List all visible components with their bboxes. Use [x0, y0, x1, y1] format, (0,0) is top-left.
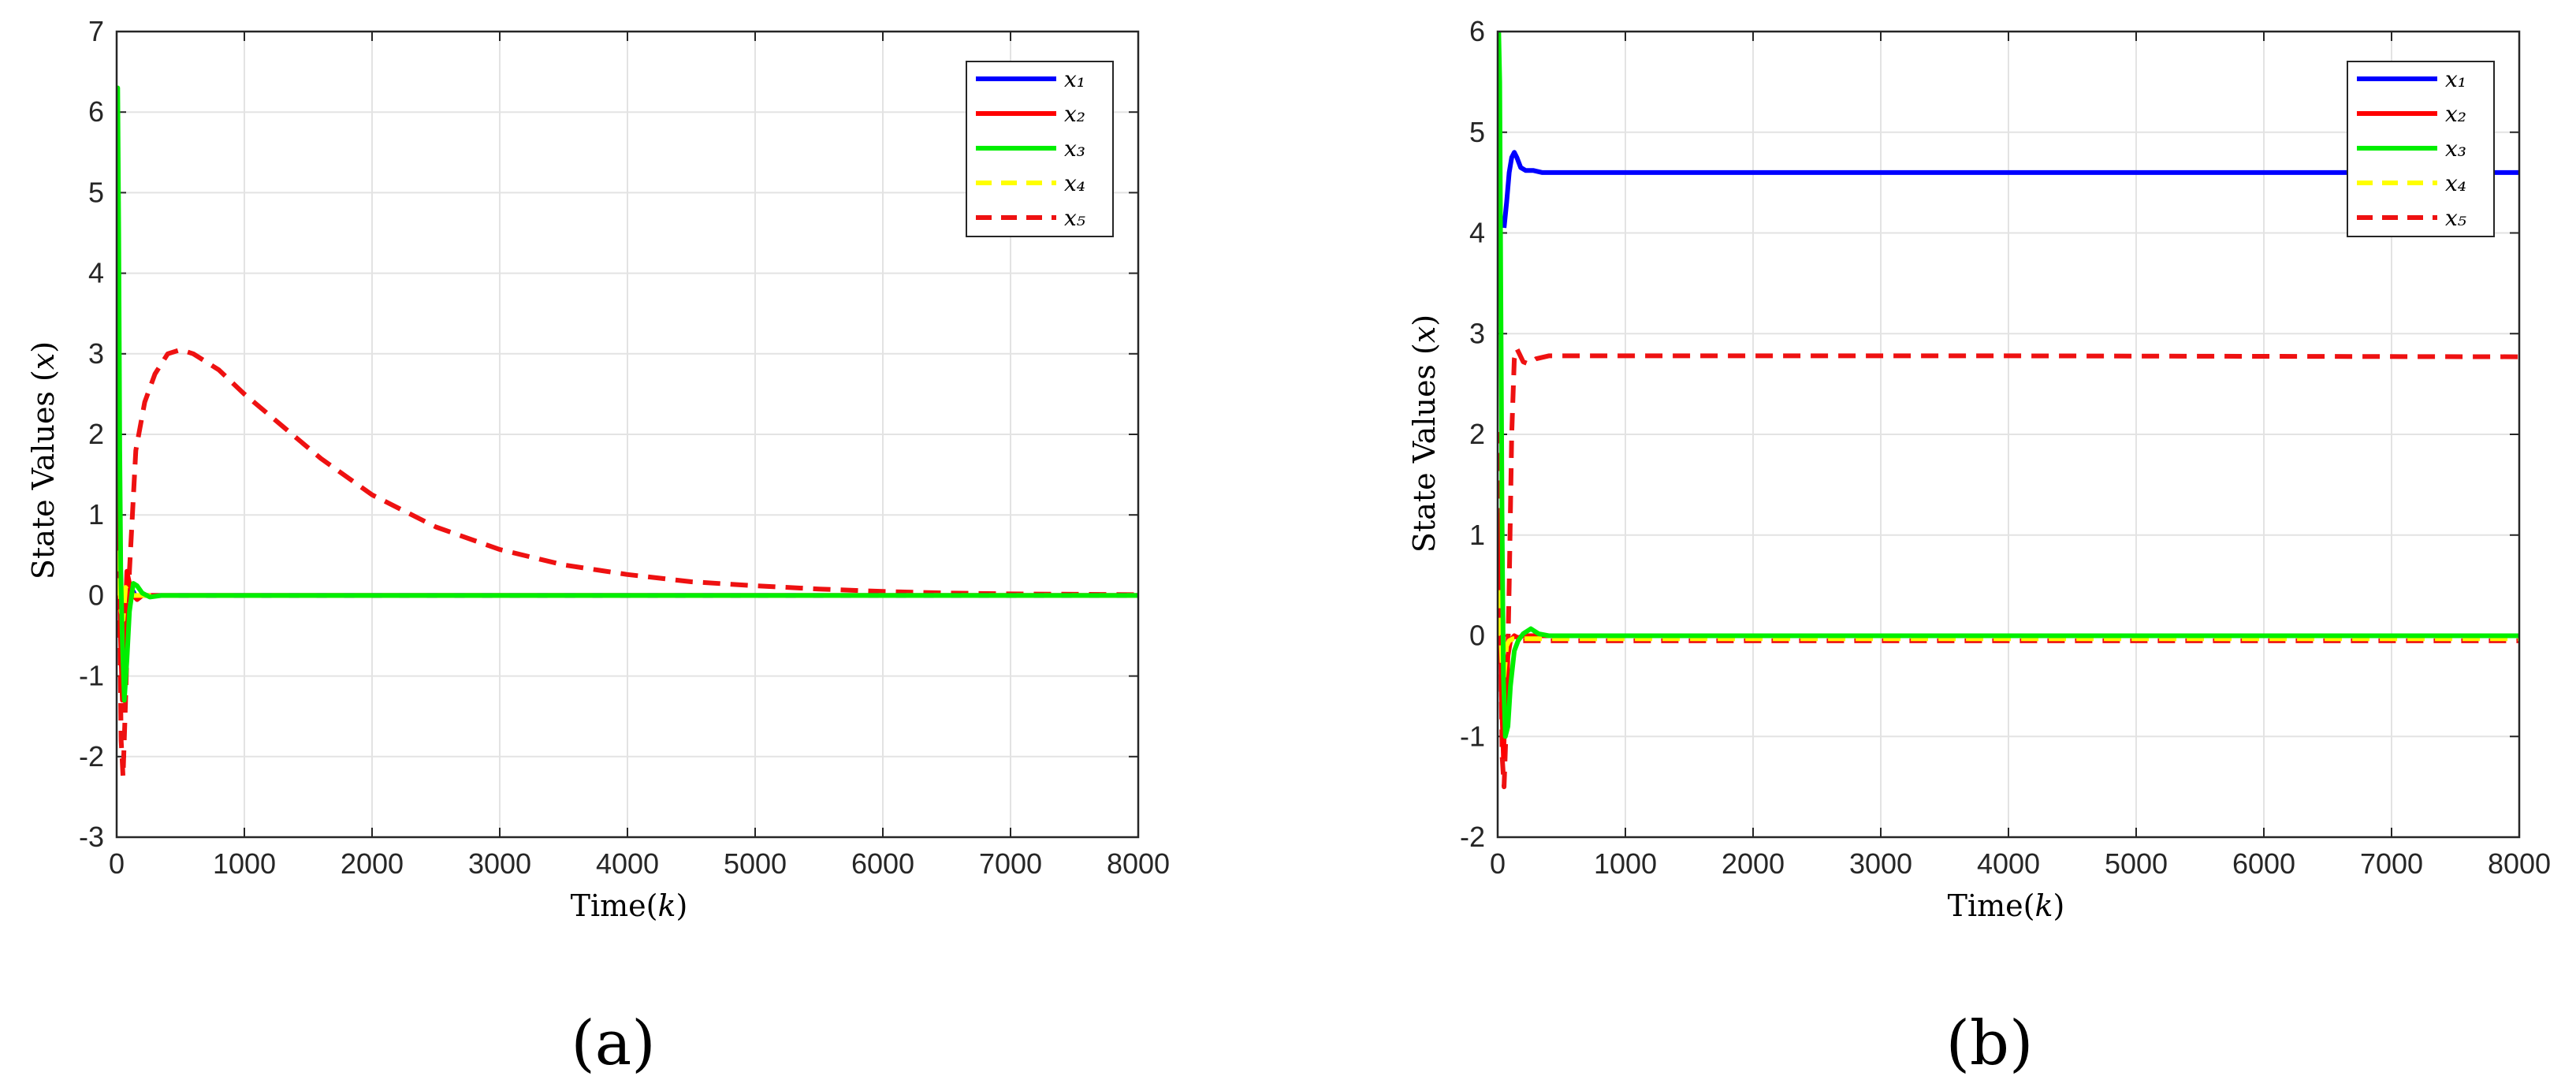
- panel-label-a: (a): [571, 1008, 655, 1079]
- y-tick-label: -1: [79, 660, 104, 692]
- y-tick-label: 2: [1469, 418, 1485, 450]
- legend-label-x2: x₂: [2445, 101, 2466, 127]
- y-tick-label: -3: [79, 821, 104, 853]
- x-tick-label: 4000: [1977, 847, 2040, 880]
- y-tick-label: 7: [88, 15, 104, 47]
- x-tick-label: 3000: [468, 847, 531, 880]
- legend-label-x5: x₅: [1064, 205, 1085, 231]
- x-tick-label: 8000: [1107, 847, 1170, 880]
- y-tick-label: 5: [88, 176, 104, 208]
- y-tick-label: 1: [88, 498, 104, 531]
- y-tick-label: -1: [1460, 720, 1485, 752]
- x-tick-label: 7000: [2360, 847, 2423, 880]
- y-axis-label-a: State Values (x): [26, 341, 61, 579]
- y-tick-label: 5: [1469, 116, 1485, 148]
- y-tick-label: 4: [1469, 217, 1485, 249]
- axes-box: [115, 30, 1140, 839]
- y-tick-label: 4: [88, 257, 104, 289]
- legend: x₁ x₂ x₃ x₄ x₅: [966, 61, 1114, 237]
- x-tick-label: 1000: [1594, 847, 1657, 880]
- x-tick-label: 5000: [2105, 847, 2168, 880]
- legend: x₁ x₂ x₃ x₄ x₅: [2347, 61, 2495, 237]
- series-line-x3: [117, 85, 1138, 703]
- x-tick-label: 2000: [341, 847, 404, 880]
- y-tick-label: 0: [88, 579, 104, 611]
- legend-label-x5: x₅: [2445, 205, 2466, 231]
- series-line-x3: [1498, 32, 2519, 739]
- series-line-x5: [117, 347, 1138, 780]
- legend-label-x2: x₂: [1064, 101, 1085, 127]
- series-line-x1: [1502, 150, 2519, 229]
- legend-label-x4: x₄: [1064, 170, 1085, 196]
- y-tick-label: 6: [1469, 15, 1485, 47]
- y-tick-label: 1: [1469, 519, 1485, 551]
- x-tick-label: 6000: [2232, 847, 2295, 880]
- legend-label-x4: x₄: [2445, 170, 2466, 196]
- x-tick-label: 6000: [851, 847, 914, 880]
- series-line-x5: [1498, 346, 2519, 790]
- legend-label-x3: x₃: [2445, 136, 2466, 162]
- axes-box: [1496, 30, 2521, 839]
- x-tick-label: 5000: [724, 847, 787, 880]
- x-axis-label-b: Time(k): [1948, 888, 2065, 923]
- legend-label-x3: x₃: [1064, 136, 1085, 162]
- chart-panel-b: Time(k) State Values (x) (b) 0 1000 2000 30…: [1407, 15, 2551, 1079]
- y-tick-label: -2: [79, 740, 104, 773]
- y-tick-label: 0: [1469, 620, 1485, 652]
- legend-label-x1: x₁: [2445, 66, 2466, 92]
- x-tick-label: 4000: [596, 847, 659, 880]
- chart-panel-a: Time(k) State Values (x) (a) 0 1000 2000 30…: [26, 15, 1170, 1079]
- x-tick-label: 7000: [979, 847, 1042, 880]
- y-tick-label: 3: [1469, 317, 1485, 349]
- x-tick-label: 8000: [2488, 847, 2551, 880]
- x-tick-label: 2000: [1722, 847, 1785, 880]
- y-tick-label: 2: [88, 418, 104, 450]
- x-tick-label: 1000: [213, 847, 276, 880]
- legend-label-x1: x₁: [1064, 66, 1085, 92]
- y-tick-label: 3: [88, 337, 104, 370]
- x-tick-label: 0: [109, 847, 125, 880]
- x-tick-label: 3000: [1849, 847, 1912, 880]
- y-axis-label-b: State Values (x): [1407, 315, 1442, 553]
- x-tick-label: 0: [1490, 847, 1506, 880]
- y-tick-label: -2: [1460, 821, 1485, 853]
- y-tick-label: 6: [88, 95, 104, 128]
- panel-label-b: (b): [1946, 1008, 2034, 1079]
- x-axis-label-a: Time(k): [571, 888, 688, 923]
